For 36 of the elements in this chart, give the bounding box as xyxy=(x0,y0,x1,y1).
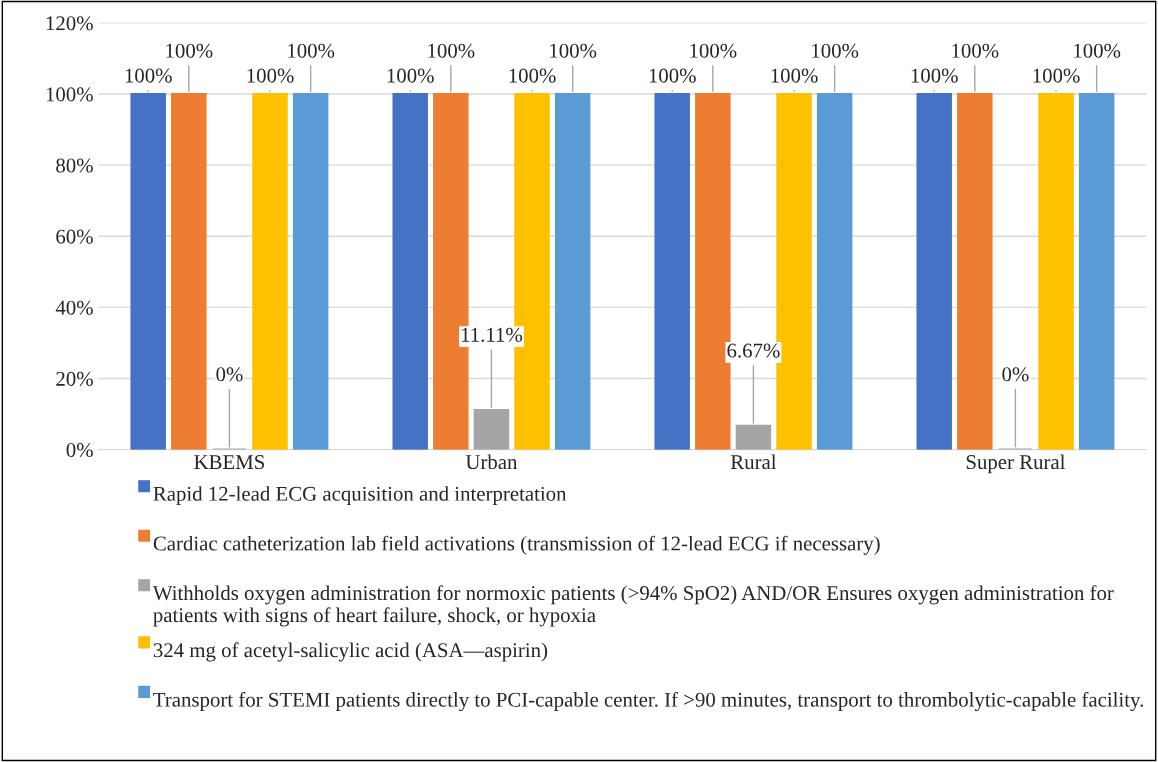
data-label: 100% xyxy=(1074,43,1121,58)
y-tick-label: 40% xyxy=(55,300,93,315)
data-label: 100% xyxy=(247,68,294,83)
x-tick-label: Rural xyxy=(730,454,777,470)
legend-label: Rapid 12-lead ECG acquisition and interpretation xyxy=(153,486,567,506)
x-tick-label: Urban xyxy=(465,454,518,470)
data-label: 100% xyxy=(509,68,556,83)
legend-label: Transport for STEMI patients directly to PCI-capable center. If >90 minutes, transport to thrombolytic-capable facility. xyxy=(153,691,1143,712)
y-tick-label: 60% xyxy=(56,229,93,244)
x-tick-label: KBEMS xyxy=(194,455,265,470)
data-label: 100% xyxy=(288,43,335,58)
data-label: 100% xyxy=(771,68,818,83)
data-label: 0% xyxy=(216,367,243,382)
data-label: 100% xyxy=(1033,68,1080,83)
y-tick-label: 0% xyxy=(66,442,93,458)
legend-label: Withholds oxygen administration for normoxic patients (>94% SpO2) AND/OR Ensures oxygen administration for patients with signs of heart failure, shock, or hypoxia xyxy=(152,585,1114,627)
y-tick-label: 20% xyxy=(56,371,93,386)
data-label: 100% xyxy=(166,43,213,58)
data-label: 6.67% xyxy=(727,343,780,358)
data-label: 0% xyxy=(1002,367,1029,382)
data-label: 100% xyxy=(387,68,434,83)
y-tick-label: 80% xyxy=(56,158,93,173)
legend-label: 324 mg of acetyl-salicylic acid (ASA—aspirin) xyxy=(153,642,548,662)
y-tick-label: 100% xyxy=(46,87,93,102)
y-tick-label: 120% xyxy=(46,16,93,31)
legend-label: Cardiac catheterization lab field activations (transmission of 12-lead ECG if necessary) xyxy=(153,535,880,555)
data-label: 100% xyxy=(690,43,737,58)
data-label: 100% xyxy=(428,43,475,58)
data-label: 100% xyxy=(649,68,696,83)
data-label: 11.11% xyxy=(461,327,523,342)
data-label: 100% xyxy=(952,43,999,58)
data-label: 100% xyxy=(125,68,172,83)
data-label: 100% xyxy=(812,43,859,58)
data-label: 100% xyxy=(911,68,958,83)
x-tick-label: Super Rural xyxy=(966,454,1066,474)
data-label: 100% xyxy=(550,43,597,58)
